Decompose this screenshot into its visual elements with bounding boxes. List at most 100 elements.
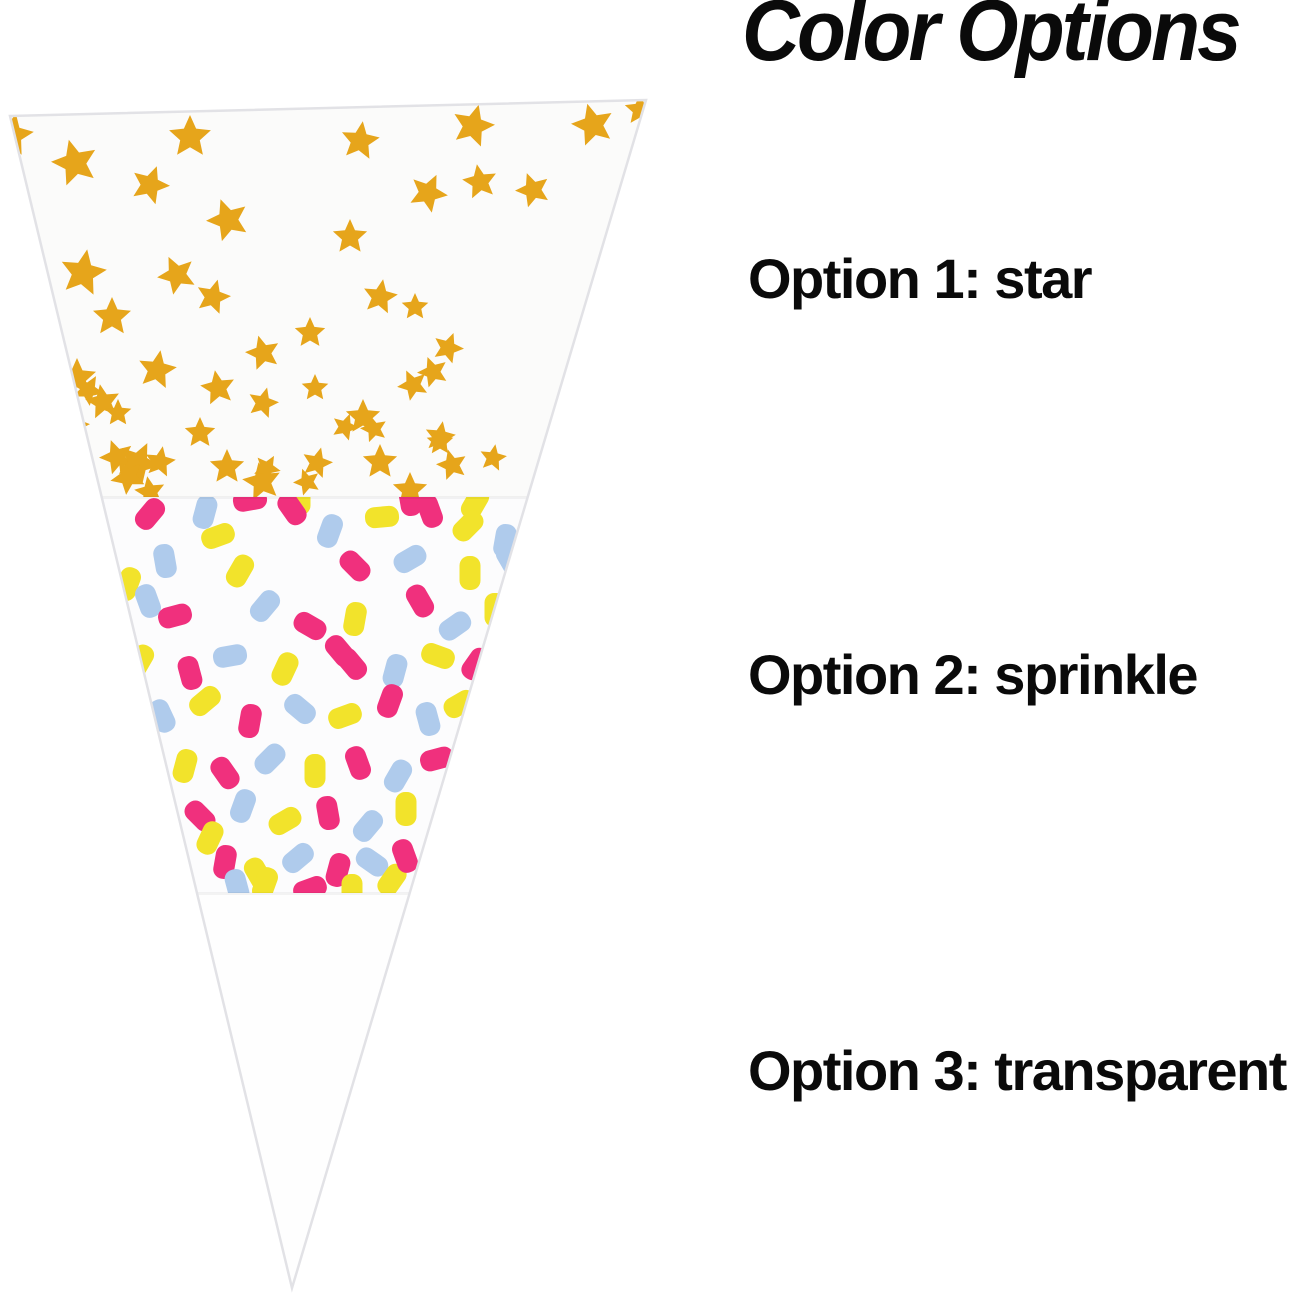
sprinkle-pink — [376, 684, 404, 718]
sprinkle-blue — [229, 789, 257, 823]
gold-star — [184, 417, 216, 446]
sprinkle-pink — [336, 648, 368, 680]
sprinkle-pink — [210, 756, 240, 790]
gold-star — [206, 199, 247, 242]
sprinkle-yellow — [377, 863, 407, 893]
gold-star — [462, 164, 496, 199]
gold-star — [480, 444, 507, 471]
gold-star — [332, 219, 368, 252]
sprinkle-blue — [393, 544, 427, 574]
gold-star — [51, 139, 96, 186]
sprinkle-yellow — [251, 867, 279, 893]
gold-star — [169, 115, 211, 155]
gold-star — [134, 476, 165, 497]
sprinkle-pink — [398, 497, 422, 517]
sprinkle-yellow — [343, 601, 367, 637]
gold-star — [133, 166, 170, 205]
gold-star — [254, 455, 281, 482]
sprinkle-pink — [177, 655, 203, 691]
sprinkle-blue — [316, 514, 344, 548]
sprinkle-pink — [238, 703, 262, 739]
gold-star — [436, 449, 466, 480]
option-2-sprinkle-label: Option 2: sprinkle — [748, 643, 1199, 706]
sprinkle-yellow — [304, 754, 326, 788]
sprinkle-yellow — [201, 522, 235, 550]
sprinkle-pink — [157, 603, 193, 629]
gold-star — [360, 415, 386, 443]
gold-star — [110, 461, 145, 495]
gold-star — [294, 317, 326, 346]
sprinkle-band-bg — [10, 497, 646, 893]
sprinkle-blue — [284, 693, 316, 725]
gold-star — [104, 399, 132, 425]
sprinkle-yellow — [459, 556, 481, 590]
gold-star — [157, 256, 195, 295]
star-pattern-group — [10, 100, 646, 497]
sprinkle-pink — [344, 746, 372, 780]
star-sprinkle-divider — [10, 496, 646, 499]
gold-star — [410, 174, 448, 213]
option-3-transparent-label: Option 3: transparent — [748, 1039, 1287, 1102]
sprinkle-blue — [153, 543, 177, 579]
sprinkle-blue — [383, 759, 413, 793]
gold-star — [364, 279, 398, 314]
cone-outline — [8, 98, 648, 1293]
gold-star — [242, 462, 280, 497]
cone-body — [10, 100, 646, 1288]
option-1-star-label: Option 1: star — [748, 247, 1093, 310]
gold-star — [454, 104, 495, 147]
sprinkle-blue — [438, 611, 472, 641]
sprinkle-blue — [249, 590, 281, 622]
gold-star — [200, 370, 234, 405]
sprinkle-yellow — [189, 685, 221, 717]
sprinkle-yellow — [421, 642, 455, 670]
sprinkle-yellow — [172, 748, 198, 784]
sprinkle-blue — [192, 497, 218, 530]
sprinkle-yellow — [225, 554, 255, 588]
gold-star — [145, 446, 176, 477]
sprinkle-plain-divider — [10, 892, 646, 895]
sprinkle-blue — [415, 701, 441, 737]
gold-star — [93, 297, 131, 334]
sprinkle-yellow — [395, 792, 417, 826]
gold-star — [61, 249, 107, 295]
gold-star — [197, 279, 231, 314]
gold-star — [397, 370, 427, 401]
sprinkle-pink — [293, 875, 327, 893]
sprinkle-pink — [405, 584, 435, 618]
plain-band-bg — [10, 893, 646, 1288]
gold-star — [342, 121, 380, 159]
sprinkle-blue — [134, 584, 162, 618]
sprinkle-blue — [212, 644, 248, 668]
cone-bag-svg — [8, 98, 648, 1293]
sprinkle-pink — [293, 611, 327, 641]
gold-star — [571, 103, 612, 146]
sprinkle-yellow — [268, 806, 302, 836]
sprinkle-blue — [224, 868, 250, 893]
sprinkle-blue — [355, 847, 389, 877]
star-band-bg — [10, 100, 646, 497]
sprinkle-yellow — [271, 652, 299, 686]
gold-star — [401, 293, 429, 319]
sprinkle-pink — [134, 498, 166, 530]
gold-star — [245, 335, 279, 370]
gold-star — [333, 413, 359, 441]
gold-star — [249, 387, 279, 418]
gold-star — [362, 444, 398, 477]
sprinkle-blue — [352, 810, 384, 842]
gold-star — [417, 357, 447, 388]
sprinkle-pink — [339, 550, 371, 582]
gold-star — [209, 449, 245, 482]
sprinkle-pink — [416, 497, 444, 528]
gold-star — [118, 443, 160, 485]
sprinkle-yellow — [196, 821, 224, 855]
gold-star — [73, 376, 104, 406]
sprinkle-blue — [282, 842, 314, 874]
gold-star — [293, 468, 319, 496]
gold-star — [426, 428, 454, 454]
sprinkle-yellow — [364, 505, 400, 529]
sprinkle-pink — [277, 497, 307, 526]
sprinkle-yellow — [452, 510, 484, 542]
sprinkle-yellow — [341, 874, 363, 893]
